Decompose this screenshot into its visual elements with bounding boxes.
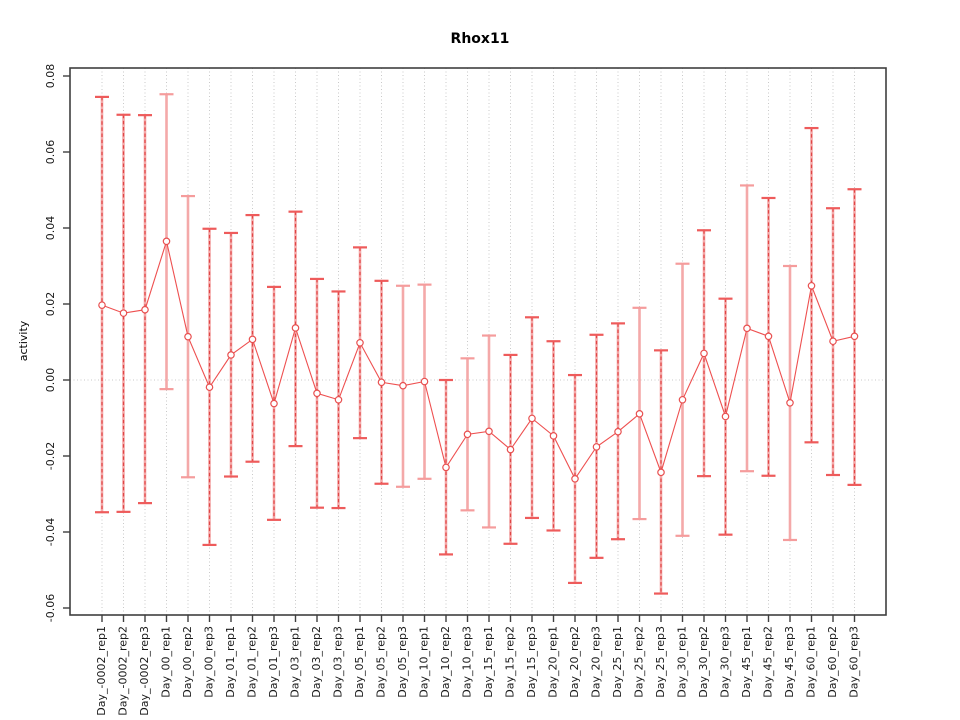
data-point (313, 389, 321, 398)
x-tick-label: Day_00_rep1 (160, 626, 173, 698)
data-point (184, 332, 192, 341)
x-tick-label: Day_45_rep3 (783, 626, 796, 698)
x-tick-label: Day_05_rep2 (375, 626, 388, 698)
data-point (420, 377, 429, 386)
x-tick-label: Day_10_rep3 (461, 626, 474, 698)
x-tick-label: Day_-0002_rep3 (138, 626, 151, 716)
data-point (614, 427, 622, 436)
data-point (678, 395, 687, 404)
x-tick-label: Day_20_rep3 (590, 626, 603, 698)
x-tick-label: Day_05_rep3 (396, 626, 409, 698)
y-tick-label: 0.08 (44, 64, 57, 89)
chart-title: Rhox11 (450, 31, 510, 47)
x-tick-label: Day_45_rep2 (762, 626, 775, 698)
x-tick-label: Day_01_rep3 (267, 626, 280, 698)
x-tick-label: Day_-0002_rep1 (95, 626, 108, 716)
data-point (463, 430, 472, 439)
data-point (743, 324, 751, 333)
data-point (721, 412, 730, 421)
series-line (101, 239, 855, 480)
data-point (227, 351, 235, 359)
x-tick-label: Day_25_rep1 (611, 626, 624, 698)
data-point (162, 237, 171, 246)
data-point (657, 468, 665, 477)
x-tick-label: Day_15_rep2 (504, 626, 517, 698)
data-point (764, 332, 773, 341)
x-tick-label: Day_03_rep2 (310, 626, 323, 698)
y-tick-label: 0.02 (44, 292, 57, 317)
y-tick-label: -0.06 (44, 594, 57, 622)
x-tick-label: Day_60_rep2 (826, 626, 839, 698)
x-tick-label: Day_15_rep1 (482, 626, 495, 698)
data-point (399, 381, 407, 390)
data-point (635, 410, 644, 418)
y-tick-label: 0.06 (44, 140, 57, 165)
data-point (248, 335, 257, 344)
x-tick-label: Day_20_rep1 (547, 626, 560, 698)
y-tick-label: 0.00 (44, 368, 57, 393)
data-point (98, 301, 106, 309)
data-point (506, 445, 515, 454)
data-point (829, 337, 837, 346)
y-tick-label: -0.04 (44, 518, 57, 546)
x-tick-label: Day_30_rep2 (697, 626, 710, 698)
x-tick-label: Day_01_rep2 (246, 626, 259, 698)
x-tick-label: Day_10_rep2 (439, 626, 452, 698)
x-tick-label: Day_60_rep1 (805, 626, 818, 698)
x-tick-label: Day_25_rep2 (633, 626, 646, 698)
x-tick-label: Day_20_rep2 (568, 626, 581, 698)
data-point (377, 378, 386, 387)
data-point (334, 395, 343, 404)
x-tick-label: Day_00_rep3 (203, 626, 216, 698)
data-point (205, 383, 214, 392)
x-tick-label: Day_30_rep3 (719, 626, 732, 698)
data-point (270, 399, 278, 408)
data-point (850, 332, 859, 341)
x-tick-label: Day_15_rep3 (525, 626, 538, 698)
data-point (700, 349, 708, 358)
x-tick-label: Day_-0002_rep2 (117, 626, 130, 716)
x-tick-label: Day_25_rep3 (654, 626, 667, 698)
data-point (141, 305, 149, 314)
x-tick-label: Day_30_rep1 (676, 626, 689, 698)
data-point (291, 324, 300, 332)
y-tick-label: -0.02 (44, 442, 57, 470)
data-point (356, 338, 364, 347)
y-tick-label: 0.04 (44, 216, 57, 241)
data-point (592, 443, 601, 451)
data-point (549, 432, 558, 440)
data-point (485, 427, 493, 436)
data-point (442, 463, 450, 472)
x-tick-label: Day_05_rep1 (353, 626, 366, 698)
x-tick-label: Day_03_rep1 (289, 626, 302, 698)
x-tick-label: Day_45_rep1 (740, 626, 753, 698)
x-tick-label: Day_00_rep2 (181, 626, 194, 698)
data-point (807, 281, 816, 290)
x-tick-label: Day_60_rep3 (848, 626, 861, 698)
x-tick-label: Day_01_rep1 (224, 626, 237, 698)
data-point (786, 398, 794, 407)
x-tick-label: Day_03_rep3 (332, 626, 345, 698)
plot-border (69, 67, 887, 616)
data-point (528, 414, 536, 423)
data-point (571, 474, 579, 483)
x-tick-label: Day_10_rep1 (418, 626, 431, 698)
data-point (119, 309, 128, 317)
